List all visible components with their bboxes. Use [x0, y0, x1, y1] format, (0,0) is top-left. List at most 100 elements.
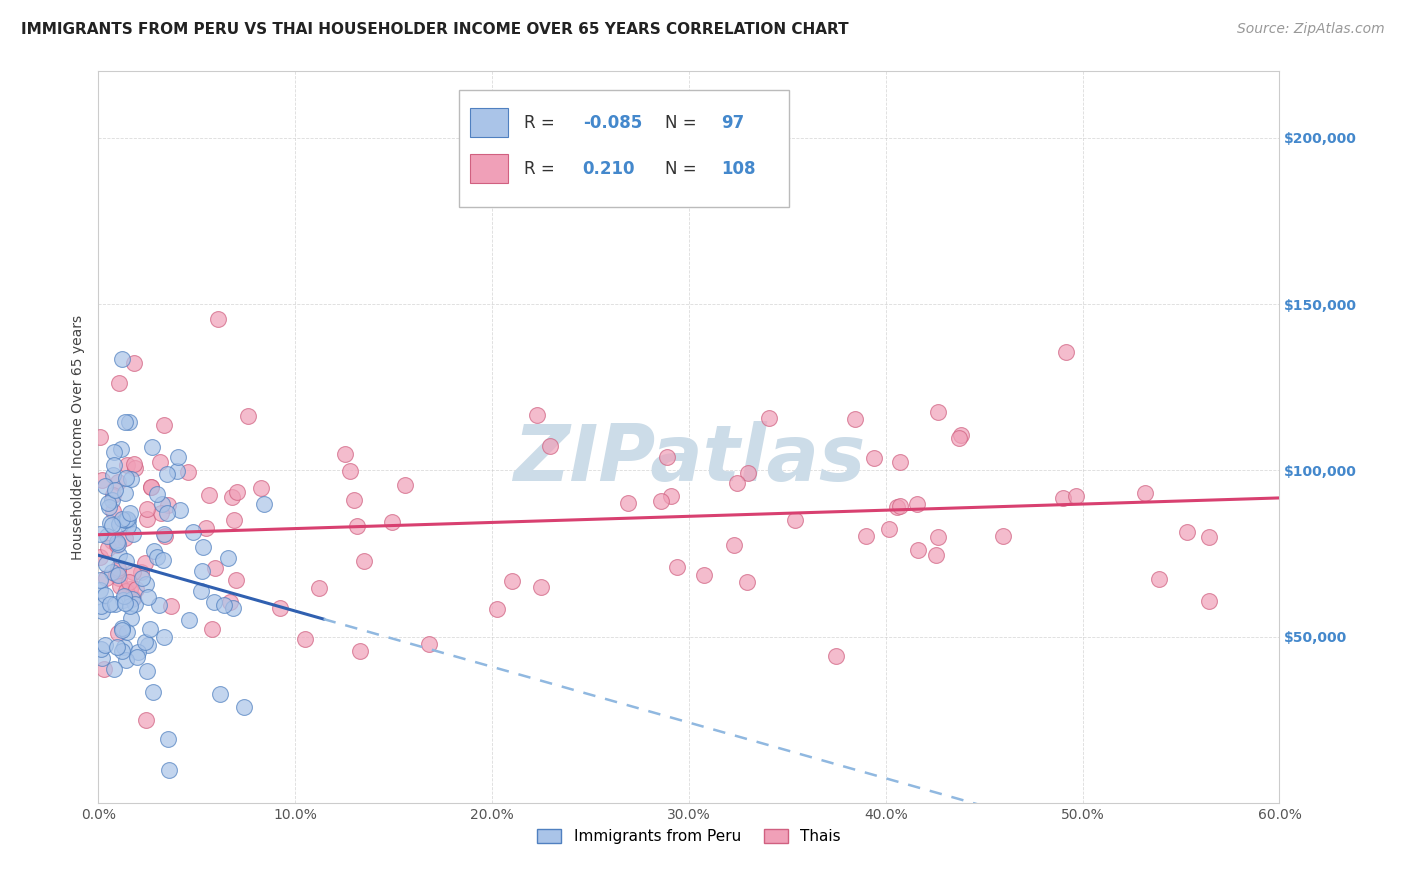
Point: [115, 554, 138, 568]
Point: [693, 568, 716, 582]
Point: [1175, 524, 1198, 539]
Point: [294, 632, 316, 647]
Point: [124, 597, 146, 611]
Point: [150, 497, 173, 511]
Point: [723, 538, 745, 552]
Point: [143, 544, 166, 558]
Point: [157, 499, 180, 513]
Point: [94, 479, 117, 493]
Point: [90, 651, 112, 665]
Point: [114, 640, 136, 654]
Point: [1149, 572, 1171, 586]
Point: [889, 455, 911, 469]
Point: [150, 506, 173, 520]
Point: [98, 597, 121, 611]
Point: [191, 565, 214, 579]
Point: [117, 415, 139, 429]
Point: [107, 626, 129, 640]
Point: [107, 563, 129, 577]
Point: [97, 496, 120, 510]
Point: [526, 409, 548, 423]
Text: 108: 108: [721, 160, 755, 178]
Point: [96, 529, 118, 543]
Point: [501, 574, 523, 588]
Point: [107, 561, 129, 575]
Point: [114, 513, 136, 527]
Point: [225, 484, 247, 499]
Point: [204, 561, 226, 575]
Point: [381, 515, 404, 529]
Point: [725, 476, 748, 491]
Point: [105, 539, 128, 553]
Point: [617, 496, 640, 510]
Point: [136, 638, 159, 652]
Point: [139, 622, 162, 636]
Point: [90, 603, 112, 617]
Point: [221, 491, 243, 505]
Point: [104, 483, 127, 497]
Point: [217, 551, 239, 566]
Point: [202, 594, 225, 608]
Point: [107, 517, 129, 532]
Point: [101, 493, 124, 508]
Point: [117, 519, 139, 533]
Point: [190, 583, 212, 598]
Point: [111, 624, 134, 638]
Point: [198, 488, 221, 502]
Point: [103, 444, 125, 458]
Point: [112, 593, 135, 607]
Point: [160, 599, 183, 613]
Point: [844, 412, 866, 426]
Point: [90, 473, 112, 487]
Point: [208, 687, 231, 701]
Point: [89, 430, 111, 444]
Legend: Immigrants from Peru, Thais: Immigrants from Peru, Thais: [531, 822, 846, 850]
Point: [108, 579, 131, 593]
Point: [153, 529, 176, 543]
FancyBboxPatch shape: [458, 90, 789, 207]
Point: [114, 486, 136, 500]
Point: [101, 517, 124, 532]
Point: [124, 356, 146, 370]
Point: [98, 516, 121, 530]
Point: [925, 548, 948, 562]
Point: [785, 513, 807, 527]
Point: [219, 595, 242, 609]
Point: [825, 649, 848, 664]
Point: [142, 684, 165, 698]
Point: [107, 536, 129, 550]
Point: [353, 554, 375, 568]
FancyBboxPatch shape: [471, 154, 508, 183]
Point: [111, 352, 134, 367]
Point: [207, 311, 229, 326]
Text: N =: N =: [665, 160, 697, 178]
Point: [115, 625, 138, 640]
Point: [141, 440, 163, 454]
Point: [96, 558, 118, 572]
Point: [135, 576, 157, 591]
Point: [107, 475, 129, 489]
Point: [101, 467, 124, 482]
Point: [90, 599, 112, 613]
Point: [927, 405, 949, 419]
Point: [1054, 345, 1077, 359]
Point: [103, 487, 125, 501]
Point: [333, 447, 356, 461]
Point: [90, 641, 112, 656]
Point: [737, 467, 759, 481]
Point: [101, 565, 124, 579]
Point: [153, 418, 176, 433]
Point: [135, 713, 157, 727]
Point: [104, 597, 127, 611]
Point: [103, 458, 125, 472]
Point: [886, 500, 908, 514]
Point: [889, 499, 911, 513]
Point: [114, 653, 136, 667]
Point: [107, 376, 129, 391]
Point: [1135, 485, 1157, 500]
Point: [105, 535, 128, 549]
Point: [181, 525, 204, 540]
Point: [157, 731, 180, 746]
Point: [93, 639, 115, 653]
Point: [139, 480, 162, 494]
